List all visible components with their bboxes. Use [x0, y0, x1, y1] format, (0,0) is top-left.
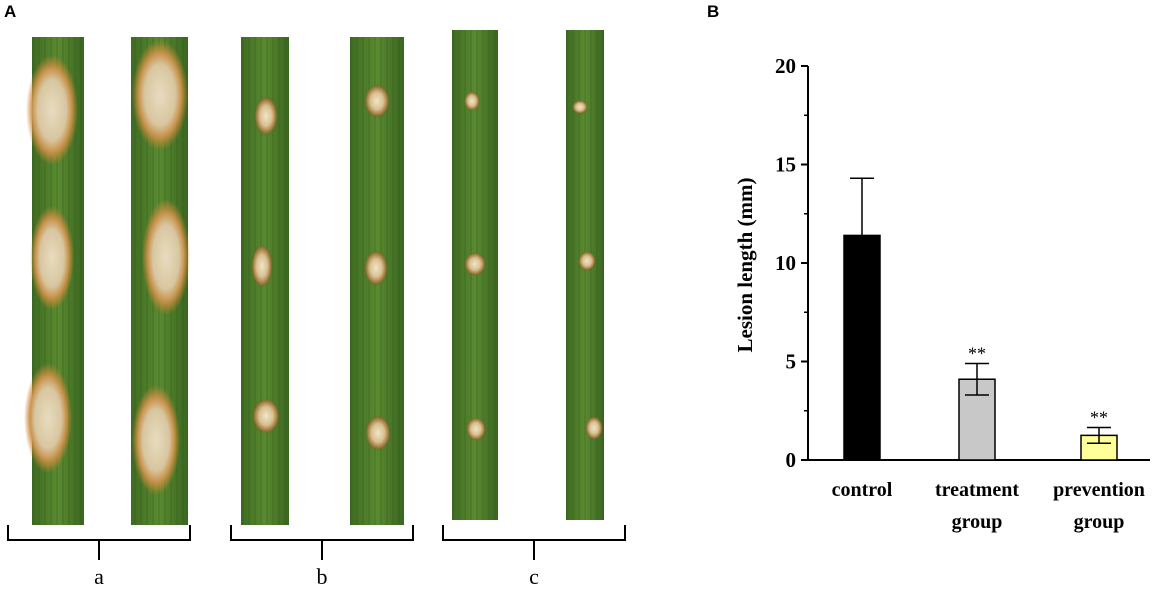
y-tick-label: 0 [786, 448, 797, 472]
panel-label-a: A [4, 2, 17, 21]
leaf-photo-panel: a b c [7, 30, 626, 589]
category-label: prevention [1053, 479, 1145, 501]
group-label-a: a [94, 564, 104, 589]
significance-label: ** [968, 343, 986, 363]
leaf-a1 [24, 37, 84, 525]
y-axis-label: Lesion length (mm) [733, 178, 757, 353]
leaf-b1 [241, 37, 289, 525]
leaf-b2 [350, 37, 404, 525]
leaf-c2 [566, 30, 604, 520]
bracket-a [7, 525, 191, 560]
y-tick-label: 5 [786, 350, 797, 374]
panel-label-b: B [707, 2, 720, 21]
category-label: group [952, 511, 1003, 533]
bracket-c [442, 525, 626, 560]
leaf-c1 [452, 30, 498, 520]
bar-2 [958, 378, 996, 461]
group-label-c: c [529, 564, 539, 589]
bar-3 [1080, 434, 1118, 461]
bar-1 [843, 234, 881, 461]
category-label: control [832, 479, 893, 501]
y-tick-label: 20 [775, 54, 796, 78]
category-label: group [1074, 511, 1125, 533]
group-label-b: b [317, 564, 328, 589]
y-tick-label: 10 [775, 251, 796, 275]
leaf-a2 [131, 37, 190, 525]
bracket-b [230, 525, 414, 560]
y-tick-label: 15 [775, 153, 796, 177]
significance-label: ** [1090, 407, 1108, 427]
category-label: treatment [935, 479, 1019, 501]
